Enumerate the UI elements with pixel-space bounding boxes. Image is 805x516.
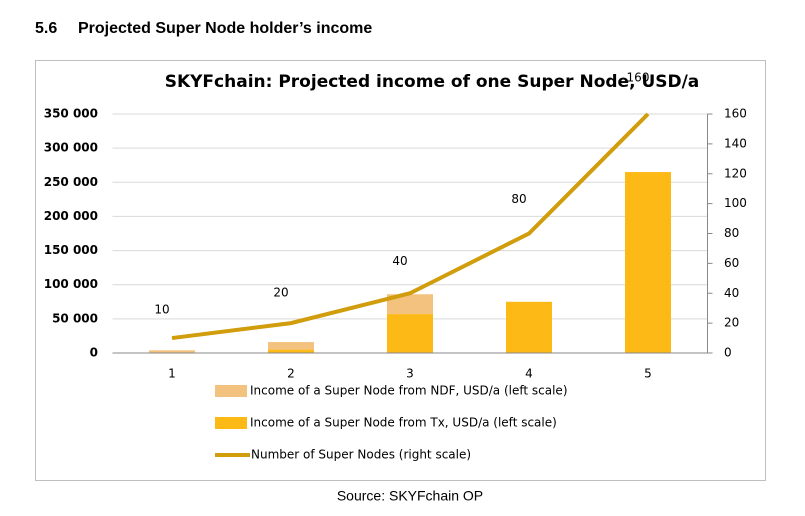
data-label: 160	[627, 71, 650, 85]
bar-segment	[268, 342, 314, 350]
section-title: Projected Super Node holder’s income	[78, 20, 372, 37]
bar-segment	[268, 349, 314, 353]
y-tick-label: 350 000	[44, 107, 98, 121]
bar-segment	[387, 314, 433, 353]
y-tick-label: 0	[90, 346, 98, 360]
y-tick-label: 50 000	[52, 311, 98, 325]
y2-tick-label: 0	[724, 346, 732, 360]
bar-segment	[506, 301, 552, 353]
data-label: 40	[392, 254, 407, 268]
y-tick-label: 100 000	[44, 277, 98, 291]
y2-tick-label: 60	[724, 256, 739, 270]
source: Source: SKYFchain OP	[337, 488, 483, 504]
y2-tick-label: 80	[724, 226, 739, 240]
y2-tick-label: 40	[724, 286, 739, 300]
y2-tick-label: 140	[724, 136, 747, 150]
data-label: 80	[511, 192, 526, 206]
chart-frame	[35, 60, 766, 481]
x-tick-label: 2	[287, 367, 295, 381]
data-label: 10	[154, 303, 169, 317]
y2-tick-label: 20	[724, 316, 739, 330]
chart-title: SKYFchain: Projected income of one Super…	[165, 72, 700, 92]
line-series	[171, 112, 650, 341]
x-tick-label: 5	[644, 367, 652, 381]
y2-tick-label: 100	[724, 196, 747, 210]
y-tick-label: 300 000	[44, 141, 98, 155]
bar-segment	[625, 172, 671, 353]
bar-segment	[387, 294, 433, 315]
y-tick-label: 200 000	[44, 209, 98, 223]
legend-swatch	[215, 417, 247, 429]
bar-segment	[149, 350, 195, 353]
legend-label: Income of a Super Node from NDF, USD/a (…	[250, 384, 568, 398]
section-number: 5.6	[35, 20, 57, 37]
y-tick-label: 150 000	[44, 243, 98, 257]
y2-tick-label: 120	[724, 166, 747, 180]
legend-label: Income of a Super Node from Tx, USD/a (l…	[250, 416, 557, 430]
y-tick-label: 250 000	[44, 175, 98, 189]
legend-label: Number of Super Nodes (right scale)	[251, 448, 471, 462]
legend-swatch	[215, 385, 247, 397]
data-label: 20	[273, 286, 288, 300]
x-tick-label: 3	[406, 367, 414, 381]
x-tick-label: 1	[168, 367, 176, 381]
x-tick-label: 4	[525, 367, 533, 381]
y2-tick-label: 160	[724, 107, 747, 121]
